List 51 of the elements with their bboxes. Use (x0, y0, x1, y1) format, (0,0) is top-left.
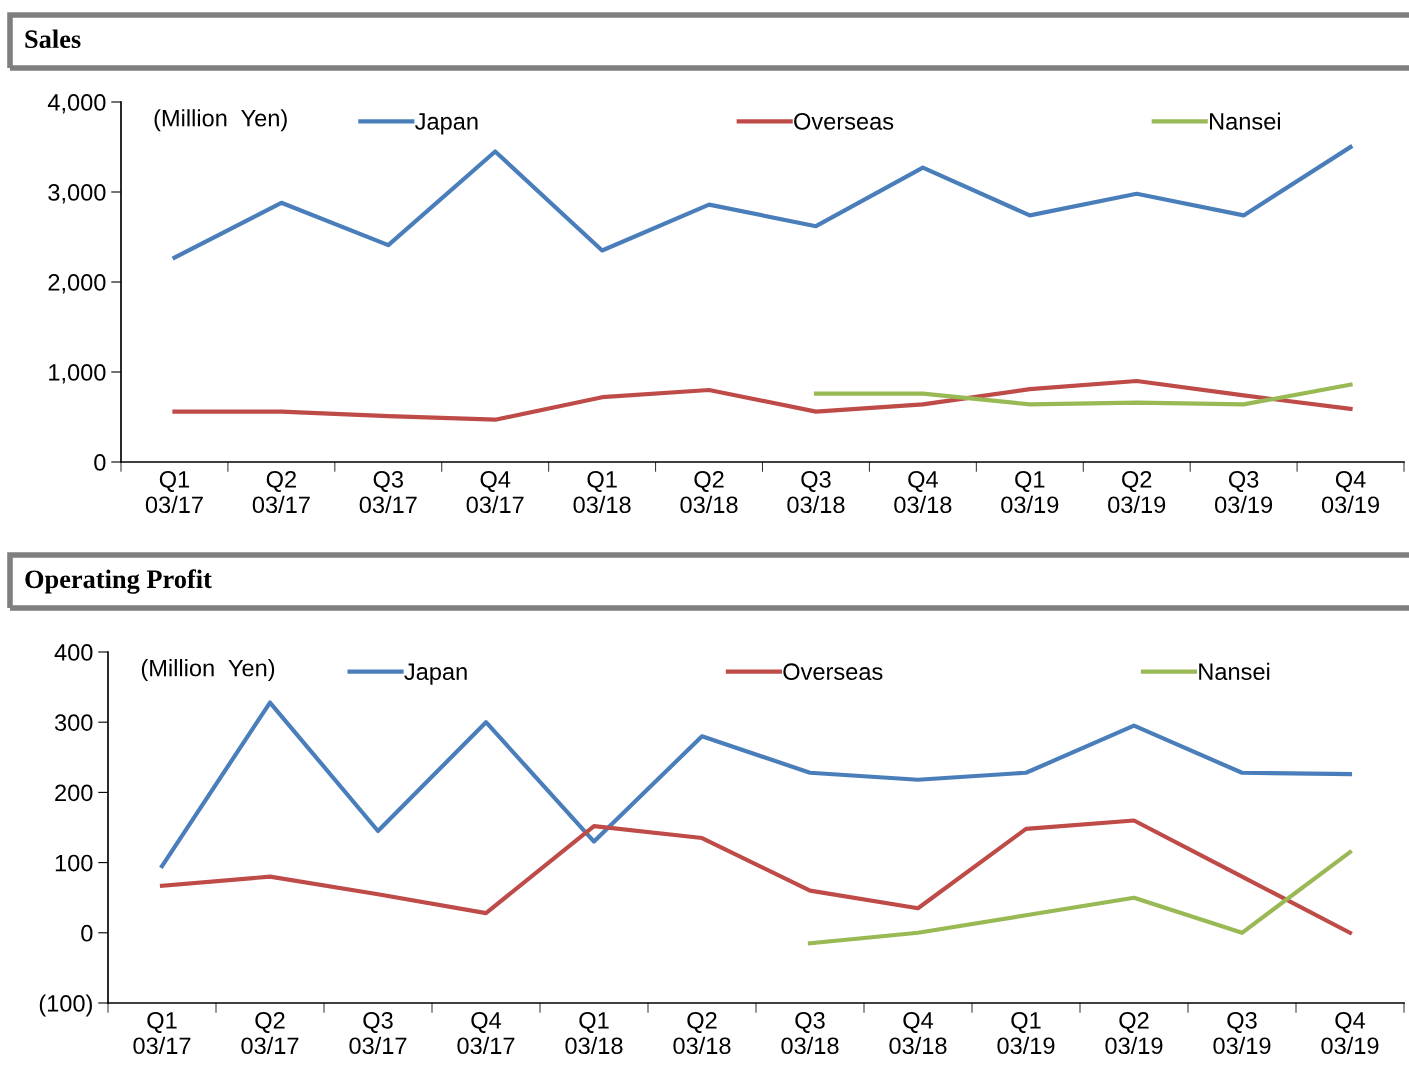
x-tick-label: Q4 03/18 (889, 1011, 947, 1055)
y-tick-label: 4,000 (47, 94, 106, 114)
x-tick-label: Q3 03/19 (1215, 470, 1273, 514)
x-tick-label: Q4 03/17 (466, 470, 524, 514)
y-tick-label: 300 (54, 714, 93, 731)
y-tick-label: 400 (54, 644, 93, 661)
line-series (807, 849, 1353, 946)
legend-label: Japan (404, 663, 467, 685)
y-tick-label: 100 (55, 854, 93, 872)
x-tick-label: Q3 03/18 (781, 1011, 839, 1055)
y-tick-label: 0 (94, 454, 106, 471)
y-tick-label: 0 (81, 924, 93, 942)
x-tick-label: Q2 03/19 (1108, 470, 1166, 514)
x-tick-label: Q1 03/18 (573, 470, 631, 514)
y-tick-label: 3,000 (48, 184, 106, 204)
line-series (172, 378, 1353, 422)
x-tick-label: Q2 03/18 (680, 470, 738, 514)
line-series (159, 700, 1353, 869)
legend-label: Japan (415, 113, 478, 135)
x-tick-label: Q1 03/17 (133, 1011, 191, 1055)
x-tick-label: Q2 03/19 (1105, 1011, 1163, 1055)
annotation: (Million Yen) (154, 109, 287, 132)
x-tick-label: Q4 03/17 (457, 1011, 515, 1055)
line-series (813, 382, 1353, 407)
x-tick-label: Q4 03/19 (1321, 470, 1379, 514)
x-tick-label: Q3 03/18 (787, 470, 845, 514)
x-tick-label: Q2 03/18 (673, 1011, 731, 1055)
chart-title: Sales (25, 29, 81, 49)
x-tick-label: Q3 03/17 (359, 470, 417, 514)
x-tick-label: Q1 03/19 (997, 1011, 1055, 1055)
legend-label: Nansei (1210, 112, 1280, 130)
legend-label: Overseas (783, 663, 883, 681)
x-tick-label: Q1 03/17 (145, 470, 203, 514)
x-tick-label: Q1 03/18 (565, 1011, 623, 1055)
legend-label: Nansei (1199, 662, 1270, 681)
x-tick-label: Q4 03/18 (894, 470, 952, 514)
x-tick-label: Q2 03/17 (252, 470, 310, 514)
x-tick-label: Q1 03/19 (1001, 470, 1059, 514)
legend-label: Overseas (794, 113, 894, 130)
x-tick-label: Q2 03/17 (241, 1011, 299, 1055)
y-tick-label: 1,000 (49, 364, 106, 384)
annotation: (Million Yen) (141, 659, 275, 682)
chart-title: Operating Profit (25, 569, 212, 594)
y-tick-label: 2,000 (48, 274, 106, 294)
x-tick-label: Q4 03/19 (1321, 1011, 1379, 1055)
y-tick-label: (100) (39, 994, 92, 1017)
x-tick-label: Q3 03/19 (1213, 1011, 1271, 1055)
x-tick-label: Q3 03/17 (349, 1011, 407, 1055)
y-tick-label: 200 (55, 784, 93, 802)
line-series (159, 818, 1353, 935)
line-series (172, 144, 1353, 260)
